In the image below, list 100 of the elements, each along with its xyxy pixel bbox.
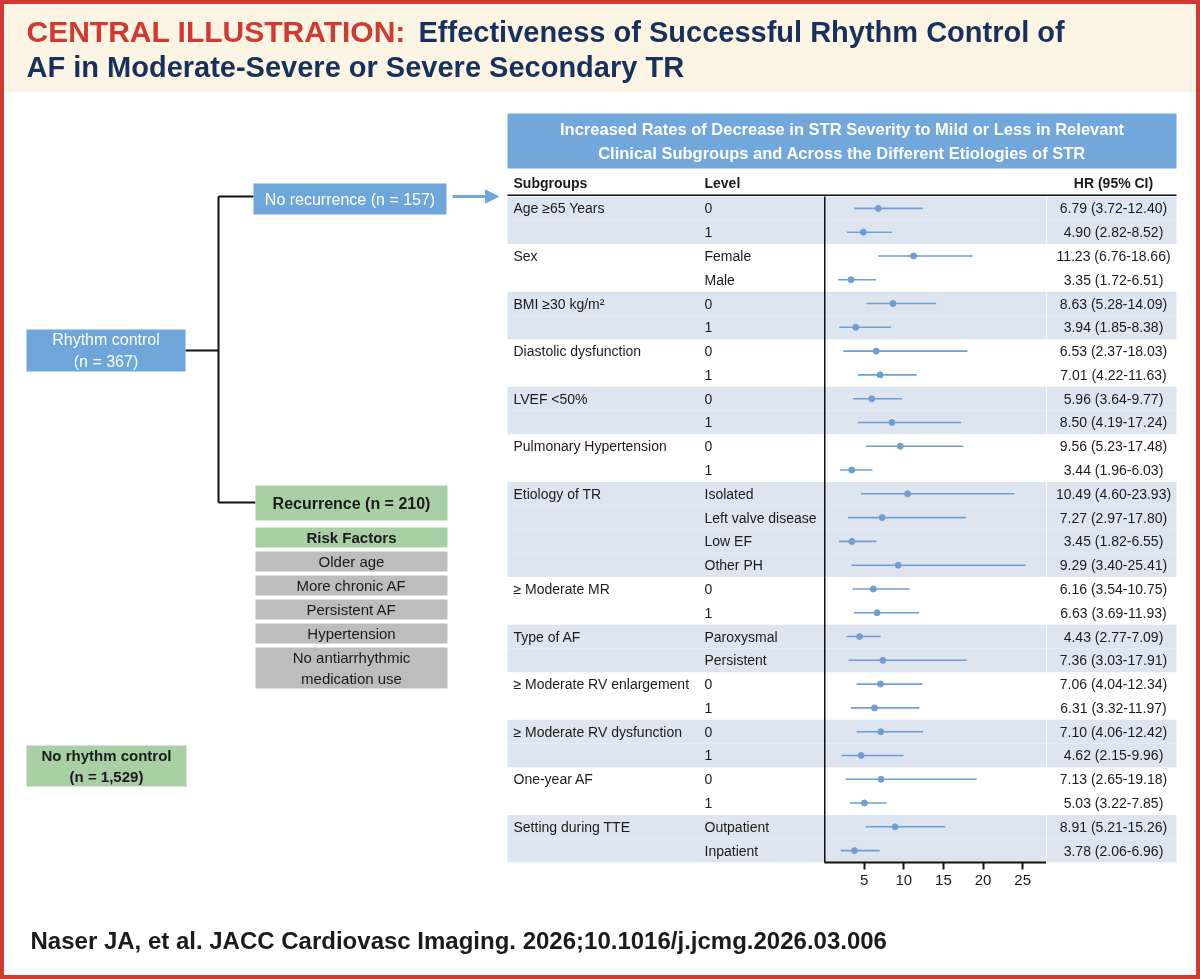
point xyxy=(872,347,880,355)
text: Older age xyxy=(318,553,385,570)
data-label: 3.78 (2.06-6.96) xyxy=(1063,842,1164,859)
point xyxy=(871,704,879,712)
point xyxy=(856,633,864,641)
y2-tick-label: Type of AF xyxy=(513,628,581,645)
point xyxy=(879,656,887,664)
y2-tick-label: ≥ Moderate MR xyxy=(513,580,610,597)
data-label: 4.62 (2.15-9.96) xyxy=(1063,747,1164,764)
data-label: 9.29 (3.40-25.41) xyxy=(1059,557,1168,574)
y-tick-label: Paroxysmal xyxy=(704,628,778,645)
y-tick-label: 1 xyxy=(704,795,713,812)
data-label: 3.94 (1.85-8.38) xyxy=(1063,319,1164,336)
point xyxy=(857,751,865,759)
y-tick-label: 1 xyxy=(704,319,713,336)
point xyxy=(847,276,855,284)
text: Recurrence (n = 210) xyxy=(272,494,431,512)
y2-tick-label: Diastolic dysfunction xyxy=(513,343,642,360)
data-label: 3.45 (1.82-6.55) xyxy=(1063,533,1164,550)
y2-tick-label: Setting during TTE xyxy=(513,818,630,835)
y-tick-label: 0 xyxy=(704,390,713,407)
point xyxy=(894,561,902,569)
y2-tick-label: LVEF <50% xyxy=(513,390,588,407)
text: No antiarrhythmic medication use xyxy=(292,648,411,688)
data-label: 9.56 (5.23-17.48) xyxy=(1059,438,1168,455)
x-tick-label: 10 xyxy=(895,870,913,888)
y-tick-label: 1 xyxy=(704,699,713,716)
y-tick-label: Left valve disease xyxy=(704,509,817,526)
y-tick-label: Persistent xyxy=(704,652,767,669)
x-tick-label: 15 xyxy=(935,870,952,888)
y-tick-label: Male xyxy=(704,271,736,288)
data-label: 7.36 (3.03-17.91) xyxy=(1059,652,1168,669)
y-tick-label: 0 xyxy=(704,200,713,217)
data-label: 7.01 (4.22-11.63) xyxy=(1060,366,1167,383)
point xyxy=(869,585,877,593)
point xyxy=(876,680,884,688)
text: HR (95% CI) xyxy=(1073,174,1154,191)
y-tick-label: 0 xyxy=(704,343,713,360)
data-label: 10.49 (4.60-23.93) xyxy=(1055,485,1172,502)
data-label: 3.35 (1.72-6.51) xyxy=(1063,271,1164,288)
data-label: 7.10 (4.06-12.42) xyxy=(1059,723,1168,740)
point xyxy=(860,799,868,807)
y2-tick-label: Age ≥65 Years xyxy=(513,200,605,217)
text: No rhythm control (n = 1,529) xyxy=(41,746,172,786)
y-tick-label: 0 xyxy=(704,723,713,740)
y-tick-label: Female xyxy=(704,247,752,264)
chart-title: Increased Rates of Decrease in STR Severity to Mild or Less in Relevant Clinical Subgroups and Across the Different Etiologies of STR xyxy=(560,120,1125,162)
y-axis-title: Level xyxy=(704,174,741,191)
data-label: 6.63 (3.69-11.93) xyxy=(1060,604,1167,621)
y-tick-label: 0 xyxy=(704,580,713,597)
y-tick-label: 1 xyxy=(704,462,713,479)
data-label: 5.03 (3.22-7.85) xyxy=(1063,795,1164,812)
y-tick-label: Inpatient xyxy=(704,842,759,859)
y2-axis-title: Subgroups xyxy=(513,174,588,191)
point xyxy=(896,442,904,450)
y2-tick-label: Etiology of TR xyxy=(513,485,602,502)
point xyxy=(876,371,884,379)
y-tick-label: Low EF xyxy=(704,533,752,550)
point xyxy=(848,466,856,474)
point xyxy=(904,490,912,498)
y-tick-label: 1 xyxy=(704,604,713,621)
data-label: 8.63 (5.28-14.09) xyxy=(1059,295,1168,312)
point xyxy=(910,252,918,260)
y-tick-label: 1 xyxy=(704,747,713,764)
point xyxy=(873,609,881,617)
data-label: 11.23 (6.76-18.66) xyxy=(1056,247,1171,264)
point xyxy=(859,228,867,236)
data-label: 3.44 (1.96-6.03) xyxy=(1063,462,1164,479)
y-tick-label: 0 xyxy=(704,771,713,788)
point xyxy=(868,395,876,403)
y-tick-label: 1 xyxy=(704,414,713,431)
y-tick-label: Other PH xyxy=(704,557,763,574)
x-tick-label: 20 xyxy=(974,870,992,888)
y-tick-label: 0 xyxy=(704,295,713,312)
point xyxy=(891,823,899,831)
text: Rhythm control (n = 367) xyxy=(52,331,160,370)
text: Persistent AF xyxy=(306,601,396,618)
point xyxy=(888,418,896,426)
point xyxy=(878,514,886,522)
data-label: 6.79 (3.72-12.40) xyxy=(1059,200,1168,217)
data-label: 6.53 (2.37-18.03) xyxy=(1059,343,1168,360)
y-tick-label: 0 xyxy=(704,438,713,455)
data-label: 5.96 (3.64-9.77) xyxy=(1063,390,1164,407)
text: CENTRAL ILLUSTRATION: Effectiveness of Successful Rhythm Control of AF in Moderate-Severe or Severe Secondary TR xyxy=(26,15,1066,83)
y-tick-label: 0 xyxy=(704,676,713,693)
point xyxy=(850,847,858,855)
data-label: 6.31 (3.32-11.97) xyxy=(1060,699,1167,716)
text: Hypertension xyxy=(307,625,396,642)
y-tick-label: Outpatient xyxy=(704,818,770,835)
point xyxy=(889,300,897,308)
data-label: 6.16 (3.54-10.75) xyxy=(1059,580,1168,597)
y2-tick-label: BMI ≥30 kg/m² xyxy=(513,295,605,312)
data-label: 4.43 (2.77-7.09) xyxy=(1063,628,1164,645)
data-label: 4.90 (2.82-8.52) xyxy=(1063,224,1164,241)
y-tick-label: 1 xyxy=(704,224,713,241)
x-tick-label: 25 xyxy=(1014,870,1032,888)
data-label: 7.06 (4.04-12.34) xyxy=(1059,676,1168,693)
text: No recurrence (n = 157) xyxy=(264,190,436,208)
point xyxy=(877,775,885,783)
text: Risk Factors xyxy=(306,529,397,546)
